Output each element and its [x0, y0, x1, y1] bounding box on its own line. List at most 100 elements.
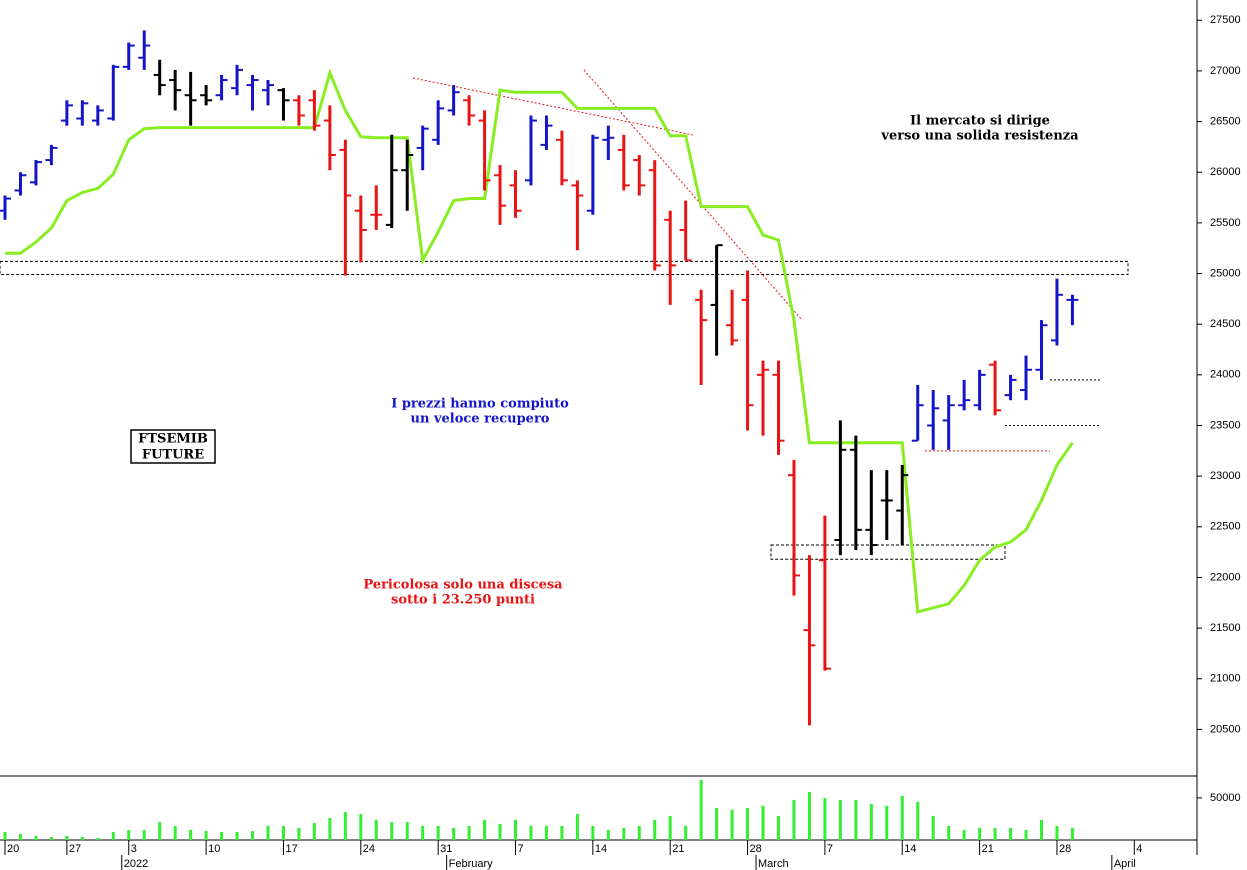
y-tick-label: 27000 [1210, 65, 1241, 77]
volume-bar [467, 825, 471, 840]
volume-bar [405, 821, 409, 840]
volume-bar [699, 779, 703, 840]
volume-bar [80, 836, 84, 840]
volume-bar [235, 832, 239, 840]
x-tick-label: 14 [595, 843, 607, 855]
x-tick-label: 31 [440, 843, 452, 855]
volume-bar [96, 837, 100, 840]
y-tick-label: 23000 [1210, 470, 1241, 482]
x-tick-label: 3 [131, 843, 137, 855]
x-tick-label: 21 [982, 843, 994, 855]
volume-bar [1055, 825, 1059, 840]
volume-bar [297, 827, 301, 840]
month-label: March [758, 858, 789, 870]
y-tick-label: 21000 [1210, 673, 1241, 685]
volume-bar [575, 813, 579, 840]
chart-title: FTSEMIB [138, 432, 208, 447]
volume-bar [189, 829, 193, 840]
volume-bar [483, 819, 487, 840]
month-label: 2022 [124, 858, 148, 870]
volume-bar [158, 821, 162, 840]
volume-bar [900, 795, 904, 840]
x-tick-label: 21 [672, 843, 684, 855]
y-tick-label: 25500 [1210, 217, 1241, 229]
volume-bar [838, 799, 842, 840]
indicator-line [5, 68, 1074, 614]
month-label: February [449, 858, 494, 870]
volume-bar [328, 817, 332, 840]
volume-bar [560, 825, 564, 840]
volume-bar [684, 825, 688, 840]
annotation: sotto i 23.250 punti [391, 593, 535, 608]
volume-bar [3, 832, 7, 840]
volume-bar [622, 827, 626, 840]
x-tick-label: 17 [285, 843, 297, 855]
month-label: April [1114, 858, 1136, 870]
volume-bar [854, 799, 858, 840]
volume-bar [312, 822, 316, 840]
volume-bar [591, 825, 595, 840]
annotation: verso una solida resistenza [880, 129, 1079, 144]
volume-bar [715, 807, 719, 840]
volume-bar [993, 827, 997, 840]
trend-line [583, 69, 803, 321]
volume-bar [869, 803, 873, 840]
volume-bar [436, 825, 440, 840]
y-tick-label: 21500 [1210, 622, 1241, 634]
volume-bar [220, 832, 224, 840]
volume-bar [947, 825, 951, 840]
annotation: I prezzi hanno compiuto [391, 397, 569, 412]
y-tick-label: 24000 [1210, 369, 1241, 381]
volume-bar [1070, 827, 1074, 840]
annotation: Pericolosa solo una discesa [363, 578, 563, 593]
annotation: un veloce recupero [411, 412, 550, 427]
y-tick-label: 26500 [1210, 115, 1241, 127]
volume-bar [777, 815, 780, 840]
x-tick-label: 28 [1059, 843, 1071, 855]
volume-bar [421, 825, 425, 840]
volume-bar [204, 830, 208, 840]
x-tick-label: 7 [518, 843, 524, 855]
y-tick-label: 50000 [1210, 792, 1241, 804]
x-tick-label: 27 [69, 843, 81, 855]
y-tick-label: 25000 [1210, 267, 1241, 279]
x-tick-label: 4 [1136, 843, 1142, 855]
volume-bar [1024, 829, 1028, 840]
volume-bar [544, 825, 548, 840]
x-tick-label: 24 [363, 843, 375, 855]
volume-bar [390, 821, 394, 840]
volume-bar [173, 825, 177, 840]
y-tick-label: 22500 [1210, 521, 1241, 533]
title-box [130, 429, 216, 464]
volume-bar [978, 827, 982, 840]
volume-bar [807, 791, 811, 840]
chart-title: FUTURE [142, 448, 204, 463]
volume-bar [452, 827, 456, 840]
volume-bar [653, 819, 657, 840]
x-tick-label: 28 [750, 843, 762, 855]
volume-bar [65, 835, 69, 840]
volume-bar [34, 835, 38, 840]
volume-bar [1009, 827, 1013, 840]
volume-bar [281, 825, 285, 840]
volume-bar [127, 829, 131, 840]
x-tick-label: 10 [208, 843, 220, 855]
y-tick-label: 23500 [1210, 419, 1241, 431]
y-tick-label: 26000 [1210, 166, 1241, 178]
volume-bar [343, 811, 347, 840]
y-tick-label: 24500 [1210, 318, 1241, 330]
volume-bar [761, 805, 765, 840]
y-tick-label: 22000 [1210, 571, 1241, 583]
volume-bar [514, 819, 518, 840]
y-tick-label: 27500 [1210, 14, 1241, 26]
volume-bar [498, 824, 502, 840]
volume-bar [251, 830, 255, 840]
volume-bar [637, 825, 641, 840]
volume-bar [606, 829, 610, 840]
volume-bar [746, 807, 750, 840]
volume-bar [792, 799, 796, 840]
volume-bar [49, 836, 53, 840]
volume-bar [668, 815, 672, 840]
x-tick-label: 14 [904, 843, 916, 855]
